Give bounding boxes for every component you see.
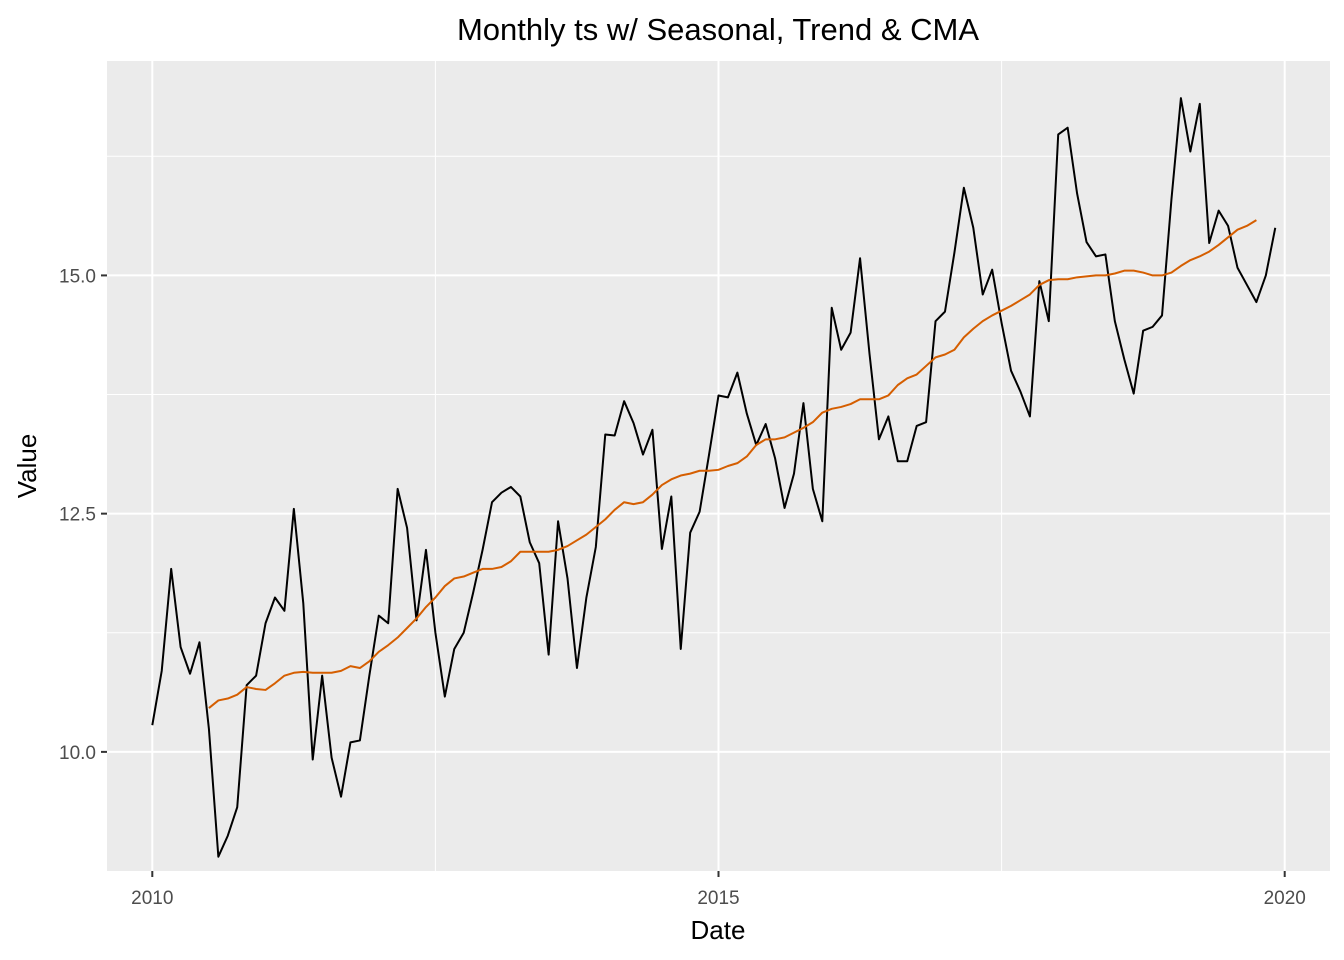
major-gridlines xyxy=(107,61,1330,871)
y-tick-label: 10.0 xyxy=(59,743,96,764)
y-axis-label: Value xyxy=(12,434,42,499)
x-axis-label: Date xyxy=(691,915,746,945)
x-tick-label: 2020 xyxy=(1264,888,1306,909)
x-tick-label: 2010 xyxy=(131,888,173,909)
y-tick-label: 12.5 xyxy=(59,505,96,526)
series-line-1 xyxy=(151,97,1277,858)
series-line-2 xyxy=(208,219,1257,709)
chart-title: Monthly ts w/ Seasonal, Trend & CMA xyxy=(457,12,979,47)
series-lines xyxy=(151,97,1277,858)
axis-ticks xyxy=(101,274,1286,877)
y-tick-label: 15.0 xyxy=(59,266,96,287)
x-tick-label: 2015 xyxy=(697,888,739,909)
y-tick-labels: 10.0 12.5 15.0 xyxy=(59,266,96,763)
x-tick-labels: 2010 2015 2020 xyxy=(131,888,1306,909)
